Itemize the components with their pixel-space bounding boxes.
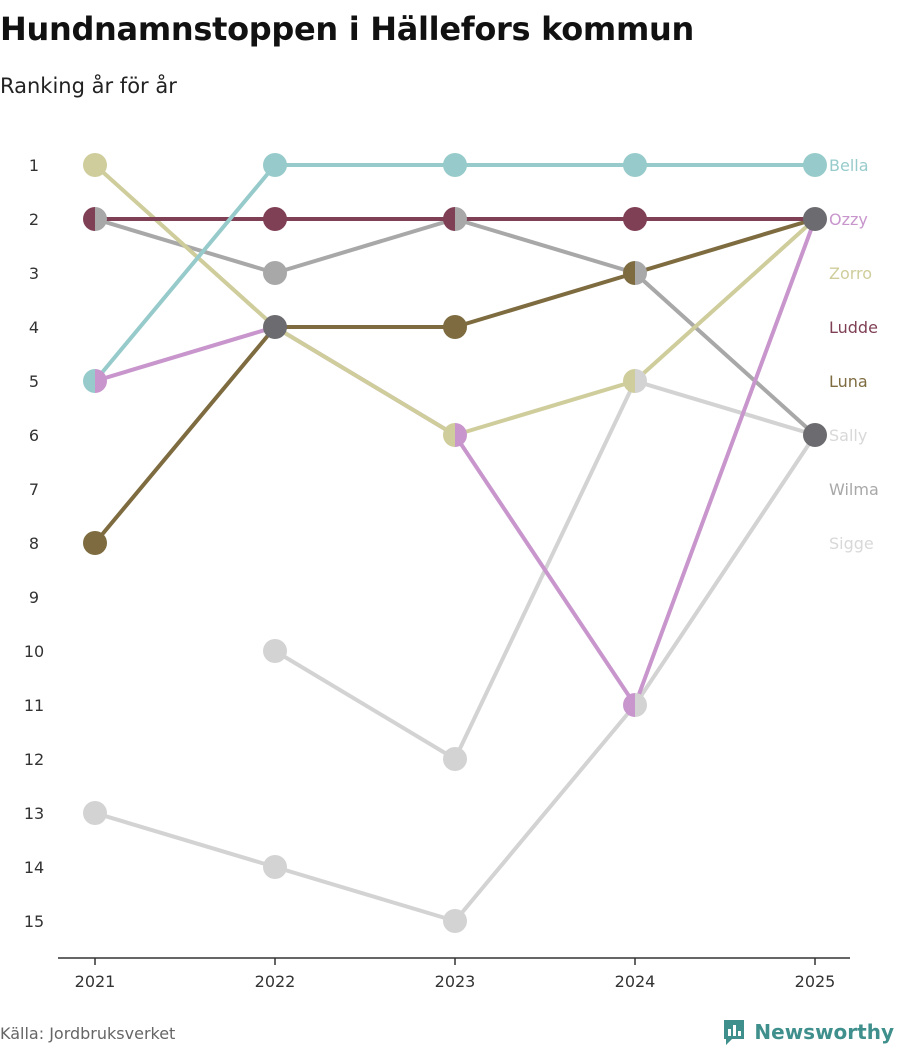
point-zorro-2023 bbox=[443, 423, 455, 447]
point-sigge-2021 bbox=[83, 801, 107, 825]
x-tick-label: 2021 bbox=[75, 972, 116, 991]
y-tick-label: 15 bbox=[24, 912, 44, 931]
point-zorro-2024 bbox=[623, 369, 635, 393]
point-wilma-2023 bbox=[443, 747, 467, 771]
end-label-ludde: Ludde bbox=[829, 318, 878, 337]
chart-title: Hundnamnstoppen i Hällefors kommun bbox=[0, 10, 694, 48]
source-note: Källa: Jordbruksverket bbox=[0, 1024, 176, 1043]
y-tick-label: 10 bbox=[24, 642, 44, 661]
y-tick-label: 7 bbox=[29, 480, 39, 499]
y-tick-label: 4 bbox=[29, 318, 39, 337]
y-tick-label: 11 bbox=[24, 696, 44, 715]
series-line-ozzy bbox=[93, 217, 817, 707]
point-tie-2022-rank-4 bbox=[263, 315, 287, 339]
newsworthy-logo: Newsworthy bbox=[722, 1018, 894, 1046]
brand-name: Newsworthy bbox=[754, 1020, 894, 1044]
x-tick-label: 2024 bbox=[615, 972, 656, 991]
y-tick-label: 6 bbox=[29, 426, 39, 445]
end-label-ozzy: Ozzy bbox=[829, 210, 868, 229]
series-line-zorro bbox=[93, 163, 817, 437]
end-label-bella: Bella bbox=[829, 156, 869, 175]
point-sally-2023 bbox=[455, 207, 467, 231]
point-bella-2022 bbox=[263, 153, 287, 177]
point-bella-2023 bbox=[443, 153, 467, 177]
point-bella-2021 bbox=[83, 369, 95, 393]
end-label-luna: Luna bbox=[829, 372, 868, 391]
y-tick-label: 1 bbox=[29, 156, 39, 175]
newsworthy-icon bbox=[724, 1020, 745, 1045]
point-ludde-2022 bbox=[263, 207, 287, 231]
point-wilma-2024 bbox=[635, 369, 647, 393]
point-sally-2022 bbox=[263, 261, 287, 285]
series-lines bbox=[93, 163, 817, 923]
point-wilma-2022 bbox=[263, 639, 287, 663]
series-line-luna bbox=[93, 217, 817, 545]
y-tick-label: 5 bbox=[29, 372, 39, 391]
series-points bbox=[83, 153, 827, 933]
point-luna-2023 bbox=[443, 315, 467, 339]
point-bella-2024 bbox=[623, 153, 647, 177]
point-ludde-2024 bbox=[623, 207, 647, 231]
point-sigge-2023 bbox=[443, 909, 467, 933]
y-tick-label: 2 bbox=[29, 210, 39, 229]
chart-subtitle: Ranking år för år bbox=[0, 74, 177, 98]
point-tie-2025-rank-2 bbox=[803, 207, 827, 231]
x-tick-label: 2023 bbox=[435, 972, 476, 991]
y-tick-label: 14 bbox=[24, 858, 44, 877]
point-ludde-2023 bbox=[443, 207, 455, 231]
point-sally-2021 bbox=[95, 207, 107, 231]
y-tick-label: 8 bbox=[29, 534, 39, 553]
point-sally-2024 bbox=[635, 261, 647, 285]
point-zorro-2021 bbox=[83, 153, 107, 177]
point-sigge-2024 bbox=[635, 693, 647, 717]
point-ozzy-2023 bbox=[455, 423, 467, 447]
x-tick-label: 2022 bbox=[255, 972, 296, 991]
end-label-zorro: Zorro bbox=[829, 264, 872, 283]
point-bella-2025 bbox=[803, 153, 827, 177]
point-luna-2024 bbox=[623, 261, 635, 285]
end-label-sigge: Sigge bbox=[829, 534, 874, 553]
x-axis: 2021 2022 2023 2024 2025 bbox=[58, 957, 850, 991]
point-sigge-2022 bbox=[263, 855, 287, 879]
y-tick-label: 9 bbox=[29, 588, 39, 607]
end-label-sally: Sally bbox=[829, 426, 867, 445]
y-tick-label: 3 bbox=[29, 264, 39, 283]
x-tick-label: 2025 bbox=[795, 972, 836, 991]
point-luna-2021 bbox=[83, 531, 107, 555]
end-label-wilma: Wilma bbox=[829, 480, 879, 499]
point-ozzy-2021 bbox=[95, 369, 107, 393]
point-ludde-2021 bbox=[83, 207, 95, 231]
point-ozzy-2024 bbox=[623, 693, 635, 717]
point-tie-2025-rank-6 bbox=[803, 423, 827, 447]
y-tick-label: 13 bbox=[24, 804, 44, 823]
y-tick-label: 12 bbox=[24, 750, 44, 769]
end-labels: Bella Ozzy Zorro Ludde Luna Sally Wilma Sigge bbox=[829, 156, 879, 553]
